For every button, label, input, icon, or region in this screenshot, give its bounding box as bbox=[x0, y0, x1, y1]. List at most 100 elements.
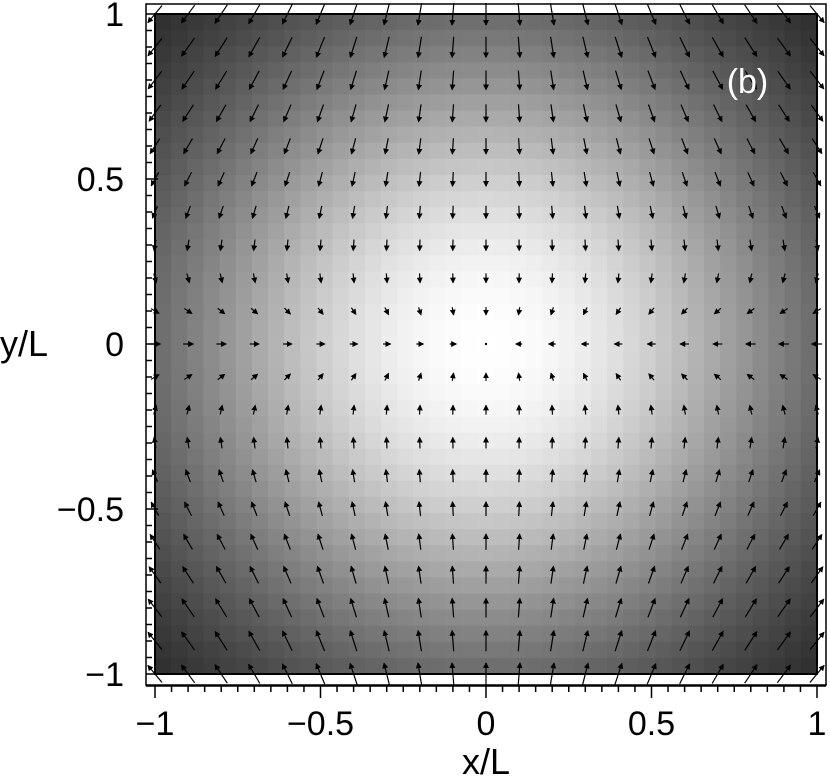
heatmap-cell bbox=[623, 304, 640, 321]
heatmap-cell bbox=[316, 78, 333, 95]
heatmap-cell bbox=[591, 46, 608, 63]
heatmap-cell bbox=[365, 304, 382, 321]
heatmap-cell bbox=[801, 207, 818, 224]
heatmap-cell bbox=[543, 416, 560, 433]
heatmap-cell bbox=[736, 159, 753, 176]
heatmap-cell bbox=[656, 78, 673, 95]
heatmap-cell bbox=[284, 416, 301, 433]
heatmap-cell bbox=[639, 465, 656, 482]
heatmap-cell bbox=[429, 159, 446, 176]
heatmap-cell bbox=[397, 529, 414, 546]
heatmap-cell bbox=[639, 191, 656, 208]
heatmap-cell bbox=[704, 416, 721, 433]
heatmap-cell bbox=[268, 272, 285, 289]
heatmap-cell bbox=[397, 159, 414, 176]
heatmap-cell bbox=[575, 577, 592, 594]
heatmap-cell bbox=[478, 255, 495, 272]
heatmap-cell bbox=[333, 94, 350, 111]
heatmap-cell bbox=[365, 465, 382, 482]
heatmap-cell bbox=[752, 529, 769, 546]
heatmap-cell bbox=[413, 594, 430, 611]
heatmap-cell bbox=[333, 352, 350, 369]
heatmap-cell bbox=[316, 288, 333, 305]
heatmap-cell bbox=[526, 143, 543, 160]
heatmap-cell bbox=[284, 545, 301, 562]
heatmap-cell bbox=[785, 433, 802, 450]
heatmap-cell bbox=[365, 127, 382, 144]
heatmap-cell bbox=[155, 481, 172, 498]
heatmap-cell bbox=[736, 255, 753, 272]
heatmap-cell bbox=[413, 481, 430, 498]
heatmap-cell bbox=[559, 529, 576, 546]
heatmap-cell bbox=[720, 561, 737, 578]
heatmap-cell bbox=[220, 449, 237, 466]
heatmap-cell bbox=[381, 127, 398, 144]
heatmap-cell bbox=[397, 368, 414, 385]
heatmap-cell bbox=[187, 400, 204, 417]
heatmap-cell bbox=[252, 658, 269, 675]
heatmap-cell bbox=[365, 658, 382, 675]
heatmap-cell bbox=[801, 352, 818, 369]
heatmap-cell bbox=[559, 449, 576, 466]
heatmap-cell bbox=[316, 191, 333, 208]
heatmap-cell bbox=[704, 610, 721, 627]
heatmap-cell bbox=[736, 191, 753, 208]
heatmap-cell bbox=[316, 272, 333, 289]
heatmap-cell bbox=[252, 159, 269, 176]
heatmap-cell bbox=[801, 433, 818, 450]
heatmap-cell bbox=[252, 94, 269, 111]
heatmap-cell bbox=[656, 288, 673, 305]
heatmap-cell bbox=[381, 449, 398, 466]
heatmap-cell bbox=[316, 368, 333, 385]
heatmap-cell bbox=[446, 416, 463, 433]
heatmap-cell bbox=[752, 14, 769, 31]
heatmap-cell bbox=[429, 449, 446, 466]
heatmap-cell bbox=[656, 642, 673, 659]
heatmap-cell bbox=[785, 175, 802, 192]
heatmap-cell bbox=[381, 304, 398, 321]
heatmap-cell bbox=[300, 577, 317, 594]
heatmap-cell bbox=[526, 352, 543, 369]
heatmap-cell bbox=[462, 400, 479, 417]
heatmap-cell bbox=[591, 272, 608, 289]
heatmap-cell bbox=[220, 127, 237, 144]
heatmap-cell bbox=[769, 159, 786, 176]
heatmap-cell bbox=[333, 561, 350, 578]
heatmap-cell bbox=[752, 30, 769, 47]
heatmap-cell bbox=[801, 143, 818, 160]
heatmap-cell bbox=[623, 191, 640, 208]
heatmap-cell bbox=[591, 288, 608, 305]
heatmap-cell bbox=[672, 272, 689, 289]
heatmap-cell bbox=[623, 481, 640, 498]
heatmap-cell bbox=[720, 239, 737, 256]
heatmap-cell bbox=[559, 384, 576, 401]
heatmap-cell bbox=[365, 626, 382, 643]
heatmap-cell bbox=[155, 400, 172, 417]
heatmap-cell bbox=[656, 159, 673, 176]
heatmap-cell bbox=[300, 626, 317, 643]
heatmap-cell bbox=[575, 159, 592, 176]
heatmap-cell bbox=[365, 352, 382, 369]
heatmap-cell bbox=[349, 159, 366, 176]
heatmap-cell bbox=[785, 594, 802, 611]
heatmap-cell bbox=[252, 416, 269, 433]
heatmap-cell bbox=[720, 30, 737, 47]
heatmap-cell bbox=[623, 30, 640, 47]
heatmap-cell bbox=[801, 513, 818, 530]
heatmap-cell bbox=[801, 497, 818, 514]
heatmap-cell bbox=[623, 159, 640, 176]
heatmap-cell bbox=[752, 433, 769, 450]
heatmap-cell bbox=[623, 529, 640, 546]
heatmap-cell bbox=[268, 368, 285, 385]
heatmap-cell bbox=[349, 384, 366, 401]
heatmap-cell bbox=[510, 320, 527, 337]
heatmap-cell bbox=[591, 304, 608, 321]
heatmap-cell bbox=[349, 191, 366, 208]
heatmap-cell bbox=[187, 561, 204, 578]
heatmap-cell bbox=[203, 481, 220, 498]
heatmap-cell bbox=[623, 127, 640, 144]
heatmap-cell bbox=[656, 94, 673, 111]
heatmap-cell bbox=[365, 159, 382, 176]
heatmap-cell bbox=[284, 288, 301, 305]
heatmap-cell bbox=[268, 594, 285, 611]
